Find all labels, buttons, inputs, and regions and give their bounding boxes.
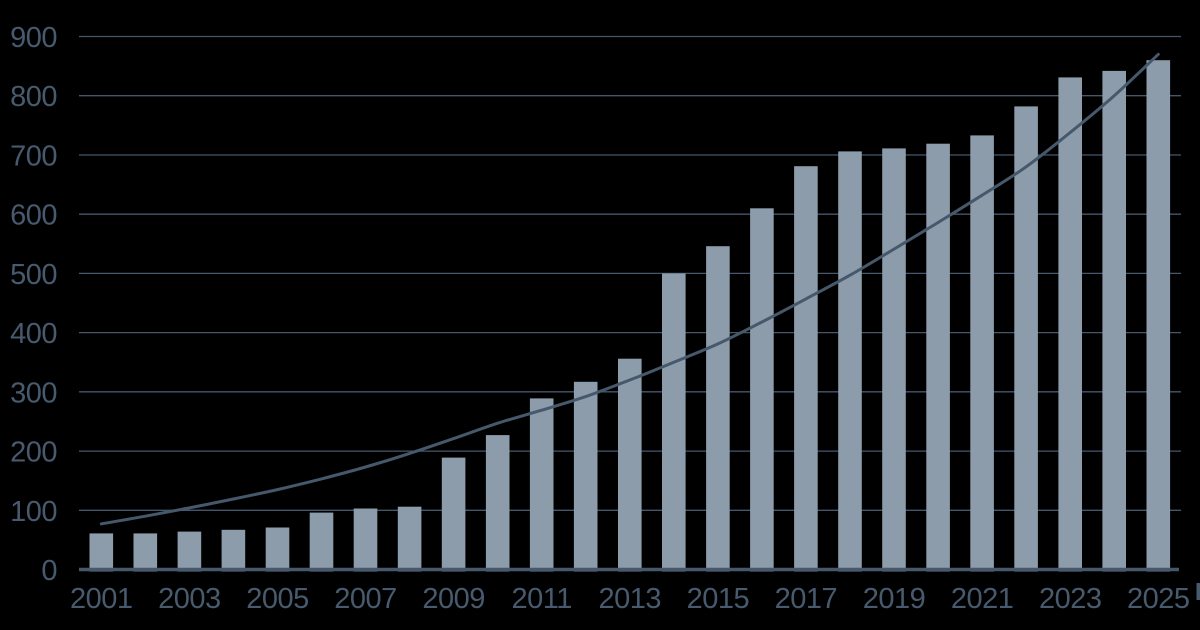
x-tick-label-2025: 2025 — [1127, 583, 1190, 615]
bar-2004 — [221, 529, 246, 572]
y-tick-label-900: 900 — [10, 22, 57, 54]
bar-2011 — [529, 398, 554, 572]
bar-2002 — [133, 533, 158, 572]
x-axis-labels: 2001 2003 2005 2007 2009 2011 2013 2015 2017 2019… — [70, 583, 1190, 615]
clipped-label-fragment — [1196, 583, 1200, 600]
x-tick-label-2011: 2011 — [512, 583, 572, 615]
y-tick-label-0: 0 — [41, 555, 57, 587]
bar-2009 — [441, 457, 466, 572]
bar-2025 — [1146, 60, 1171, 572]
y-tick-label-400: 400 — [10, 318, 57, 350]
bar-2006 — [309, 512, 334, 572]
bar-2024 — [1102, 70, 1126, 572]
bar-2014 — [662, 273, 686, 572]
bar-2022 — [1014, 106, 1038, 572]
bar-2021 — [970, 135, 994, 572]
y-tick-label-500: 500 — [10, 259, 57, 291]
x-tick-label-2023: 2023 — [1039, 583, 1102, 615]
bar-2003 — [177, 531, 202, 572]
bar-2013 — [618, 358, 642, 572]
trend-line-group — [99, 52, 1160, 526]
y-tick-label-200: 200 — [10, 437, 57, 469]
x-tick-label-2005: 2005 — [246, 583, 309, 615]
bar-2015 — [706, 246, 730, 572]
bar-2023 — [1058, 77, 1082, 572]
y-axis-labels: 0 100 200 300 400 500 600 700 800 900 — [10, 22, 57, 587]
y-tick-label-300: 300 — [10, 377, 57, 409]
bar-2005 — [265, 527, 290, 572]
x-tick-label-2019: 2019 — [863, 583, 926, 615]
bar-2001 — [89, 533, 114, 572]
x-tick-label-2015: 2015 — [687, 583, 750, 615]
bar-2020 — [926, 143, 950, 572]
y-tick-label-800: 800 — [10, 81, 57, 113]
edge-artifacts — [1196, 583, 1200, 600]
bar-2010 — [485, 435, 510, 572]
bar-2008 — [397, 506, 422, 572]
x-tick-label-2009: 2009 — [422, 583, 485, 615]
bar-series — [89, 60, 1171, 572]
bar-2012 — [573, 381, 598, 572]
bar-2016 — [750, 208, 774, 572]
x-tick-label-2003: 2003 — [158, 583, 221, 615]
y-tick-label-700: 700 — [10, 141, 57, 173]
bar-2019 — [882, 148, 906, 572]
y-tick-label-600: 600 — [10, 200, 57, 232]
bar-2007 — [353, 508, 378, 572]
x-tick-label-2013: 2013 — [599, 583, 662, 615]
gridlines — [79, 35, 1181, 511]
y-tick-label-100: 100 — [10, 496, 57, 528]
trend-line — [99, 52, 1160, 526]
x-tick-label-2007: 2007 — [334, 583, 397, 615]
x-tick-label-2021: 2021 — [951, 583, 1014, 615]
x-tick-label-2017: 2017 — [775, 583, 838, 615]
x-tick-label-2001: 2001 — [70, 583, 133, 615]
bar-2017 — [794, 166, 818, 572]
bar-2018 — [838, 151, 862, 572]
